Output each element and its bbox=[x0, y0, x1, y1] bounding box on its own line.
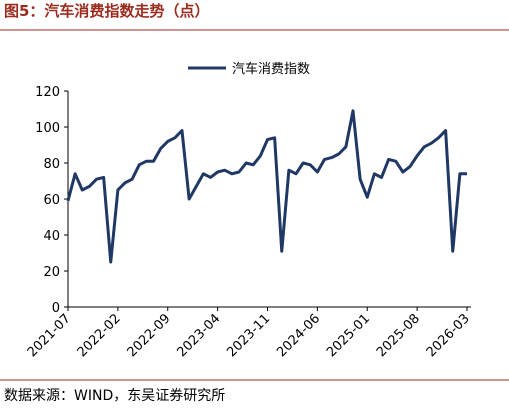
chart-title: 图5：汽车消费指数走势（点） bbox=[4, 2, 209, 20]
data-line bbox=[66, 109, 467, 264]
x-tick-label: 2023-04 bbox=[174, 311, 223, 360]
y-tick-label: 120 bbox=[35, 85, 60, 100]
x-tick-label: 2021-07 bbox=[25, 311, 74, 360]
y-tick-label: 60 bbox=[43, 193, 60, 208]
x-tick-label: 2024-06 bbox=[274, 311, 323, 360]
y-tick-label: 40 bbox=[43, 229, 60, 244]
x-tick-label: 2026-03 bbox=[424, 311, 473, 360]
x-tick-label: 2022-09 bbox=[125, 311, 174, 360]
x-tick-label: 2025-08 bbox=[374, 311, 423, 360]
y-tick-label: 0 bbox=[52, 301, 60, 316]
y-tick-label: 20 bbox=[43, 265, 60, 280]
source: 数据来源：WIND，东吴证券研究所 bbox=[4, 388, 225, 404]
y-tick-label: 100 bbox=[35, 121, 60, 136]
x-tick-label: 2022-02 bbox=[75, 311, 124, 360]
y-tick-label: 80 bbox=[43, 157, 60, 172]
x-tick-label: 2025-01 bbox=[324, 311, 373, 360]
x-tick-label: 2023-11 bbox=[224, 311, 273, 360]
legend-label: 汽车消费指数 bbox=[232, 61, 310, 77]
